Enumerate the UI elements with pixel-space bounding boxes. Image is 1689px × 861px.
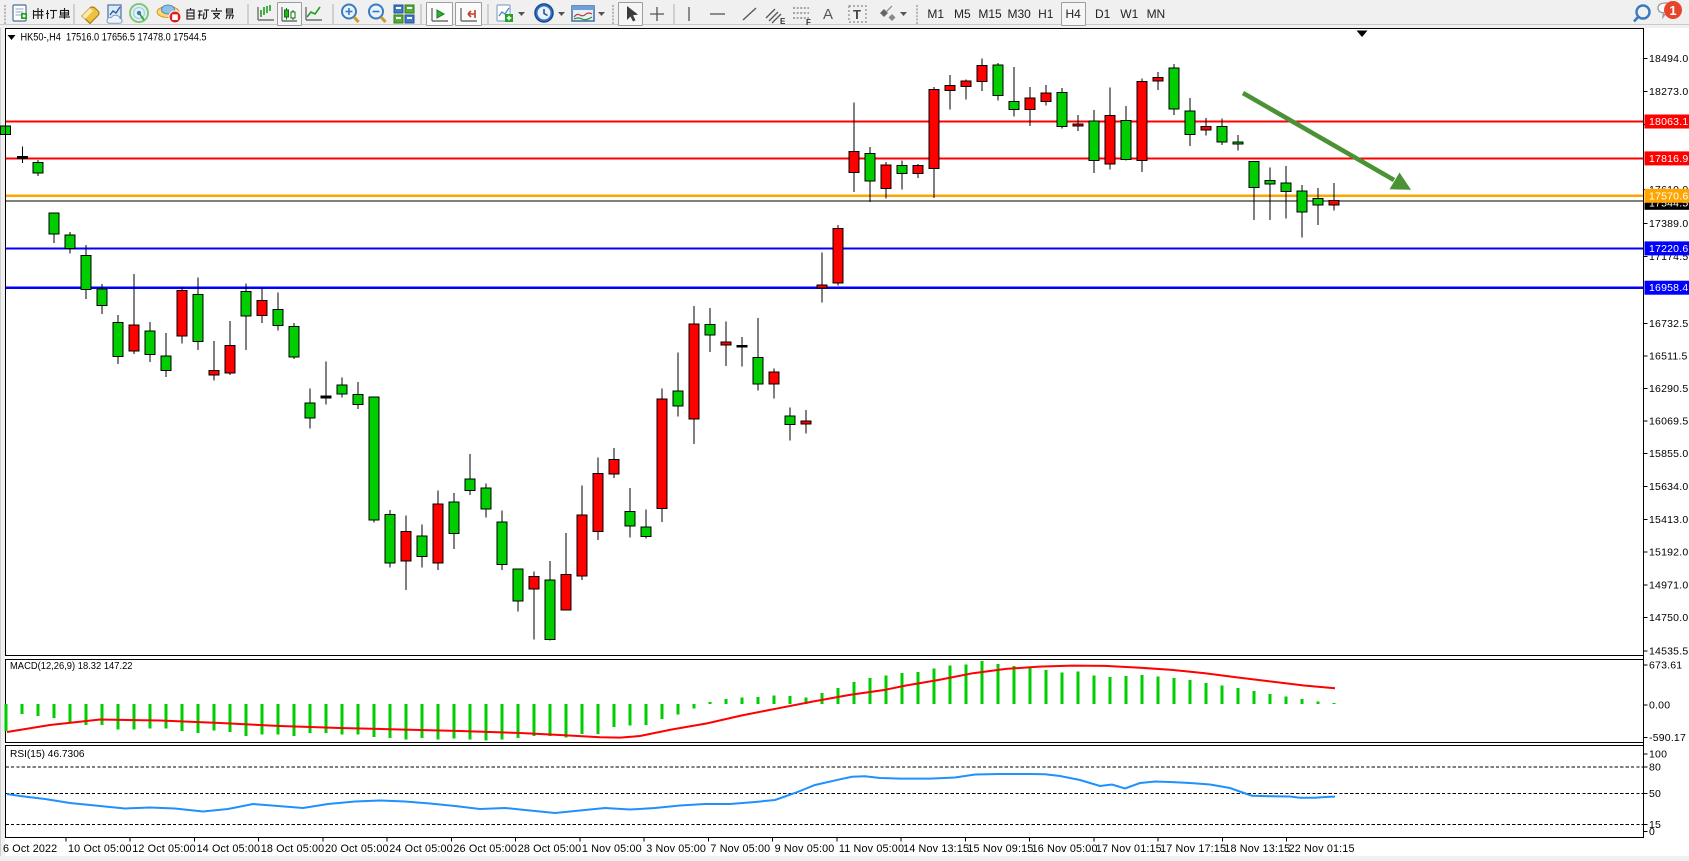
svg-text:F: F [806, 18, 811, 27]
svg-text:15413.0: 15413.0 [1649, 514, 1688, 526]
svg-text:18 Nov 13:15: 18 Nov 13:15 [1224, 843, 1290, 855]
svg-text:15634.0: 15634.0 [1649, 481, 1688, 493]
svg-text:7 Nov 05:00: 7 Nov 05:00 [710, 843, 770, 855]
svg-text:22 Nov 01:15: 22 Nov 01:15 [1289, 843, 1355, 855]
svg-text:16290.5: 16290.5 [1649, 383, 1688, 395]
svg-text:14971.0: 14971.0 [1649, 579, 1688, 591]
svg-text:673.61: 673.61 [1649, 660, 1682, 672]
svg-text:17389.0: 17389.0 [1649, 218, 1688, 230]
svg-text:16511.5: 16511.5 [1649, 351, 1688, 363]
svg-text:M5: M5 [954, 7, 971, 21]
svg-text:H4: H4 [1066, 7, 1082, 21]
svg-text:T: T [853, 7, 861, 22]
svg-text:14535.5: 14535.5 [1649, 645, 1688, 657]
svg-text:18063.1: 18063.1 [1649, 116, 1688, 128]
svg-text:16732.5: 16732.5 [1649, 318, 1688, 330]
svg-text:80: 80 [1649, 762, 1661, 774]
svg-text:15855.0: 15855.0 [1649, 448, 1688, 460]
svg-text:24 Oct 05:00: 24 Oct 05:00 [389, 843, 453, 855]
svg-text:18494.0: 18494.0 [1649, 53, 1688, 65]
svg-text:15 Nov 09:15: 15 Nov 09:15 [967, 843, 1033, 855]
svg-text:18 Oct 05:00: 18 Oct 05:00 [261, 843, 325, 855]
svg-text:16 Nov 05:00: 16 Nov 05:00 [1032, 843, 1098, 855]
svg-text:15: 15 [1649, 819, 1661, 831]
svg-text:12 Oct 05:00: 12 Oct 05:00 [132, 843, 196, 855]
svg-text:MN: MN [1147, 7, 1166, 21]
svg-text:A: A [823, 6, 833, 23]
svg-text:50: 50 [1649, 788, 1661, 800]
svg-text:17220.6: 17220.6 [1649, 243, 1688, 255]
svg-text:9 Nov 05:00: 9 Nov 05:00 [775, 843, 835, 855]
svg-text:26 Oct 05:00: 26 Oct 05:00 [453, 843, 517, 855]
svg-text:H1: H1 [1038, 7, 1054, 21]
svg-text:16958.4: 16958.4 [1649, 282, 1688, 294]
svg-text:18273.0: 18273.0 [1649, 86, 1688, 98]
svg-text:3 Nov 05:00: 3 Nov 05:00 [646, 843, 706, 855]
svg-text:D1: D1 [1095, 7, 1111, 21]
svg-text:15192.0: 15192.0 [1649, 547, 1688, 559]
svg-text:W1: W1 [1120, 7, 1138, 21]
svg-text:17570.6: 17570.6 [1649, 190, 1688, 202]
svg-text:17816.9: 17816.9 [1649, 153, 1688, 165]
svg-text:-590.17: -590.17 [1649, 732, 1686, 744]
svg-text:28 Oct 05:00: 28 Oct 05:00 [518, 843, 582, 855]
svg-text:17 Nov 17:15: 17 Nov 17:15 [1160, 843, 1226, 855]
svg-text:M30: M30 [1008, 7, 1032, 21]
svg-text:M15: M15 [978, 7, 1002, 21]
svg-text:11 Nov 05:00: 11 Nov 05:00 [839, 843, 904, 855]
svg-text:6 Oct 2022: 6 Oct 2022 [3, 843, 57, 855]
svg-text:14 Oct 05:00: 14 Oct 05:00 [197, 843, 261, 855]
svg-text:1 Nov 05:00: 1 Nov 05:00 [582, 843, 642, 855]
svg-text:14750.0: 14750.0 [1649, 612, 1688, 624]
svg-text:MACD(12,26,9) 18.32 147.22: MACD(12,26,9) 18.32 147.22 [10, 660, 133, 672]
svg-text:1: 1 [1669, 3, 1676, 18]
svg-text:17 Nov 01:15: 17 Nov 01:15 [1096, 843, 1162, 855]
svg-text:0: 0 [1649, 826, 1655, 838]
svg-text:E: E [780, 17, 786, 26]
svg-text:RSI(15) 46.7306: RSI(15) 46.7306 [10, 748, 85, 760]
svg-text:HK50-,H4 17516.0 17656.5 1747: HK50-,H4 17516.0 17656.5 17478.0 17544.5 [21, 32, 207, 44]
svg-text:10 Oct 05:00: 10 Oct 05:00 [68, 843, 132, 855]
svg-text:M1: M1 [927, 7, 944, 21]
svg-text:14 Nov 13:15: 14 Nov 13:15 [903, 843, 969, 855]
svg-text:20 Oct 05:00: 20 Oct 05:00 [325, 843, 389, 855]
svg-text:100: 100 [1649, 748, 1667, 760]
svg-text:0.00: 0.00 [1649, 700, 1670, 712]
svg-text:16069.5: 16069.5 [1649, 416, 1688, 428]
